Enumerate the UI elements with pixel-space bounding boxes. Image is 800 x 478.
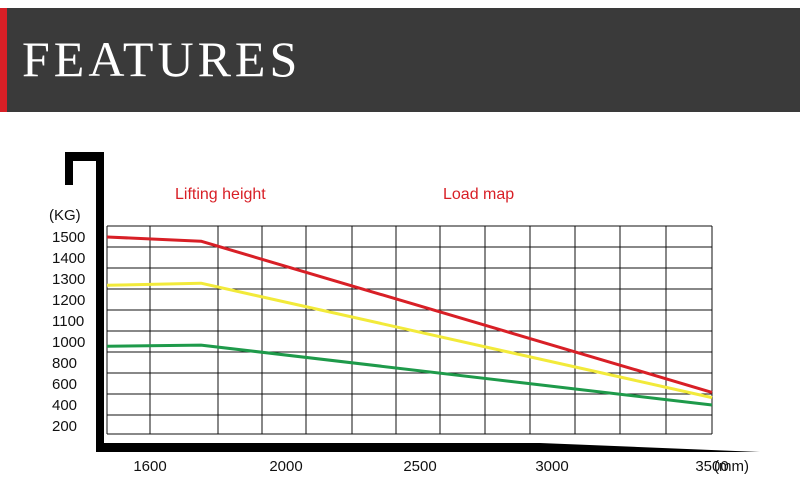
series-line-3 (106, 343, 713, 407)
chart-series (106, 235, 713, 407)
x-axis-label: (mm) (714, 458, 749, 475)
x-tick-label: 3500 (695, 458, 728, 475)
y-tick-label: 600 (52, 376, 77, 393)
y-tick-label: 1400 (52, 250, 85, 267)
frame-bracket (65, 152, 104, 446)
y-axis-label: (KG) (49, 207, 81, 224)
y-tick-label: 1200 (52, 292, 85, 309)
series-line-1 (106, 235, 713, 394)
chart-labels: 200 400 600 800 1000 1100 1200 1300 1400 1500 (KG)… (49, 186, 749, 475)
chart-annotation: Load map (443, 186, 514, 203)
chart-annotation: Lifting height (175, 186, 266, 203)
chart-frame (65, 152, 760, 452)
y-tick-label: 1300 (52, 271, 85, 288)
x-tick-label: 2500 (403, 458, 436, 475)
frame-baseline (96, 443, 760, 452)
banner-accent-bar (0, 8, 7, 112)
x-tick-label: 1600 (133, 458, 166, 475)
y-tick-label: 800 (52, 355, 77, 372)
x-tick-label: 2000 (269, 458, 302, 475)
series-line-2 (106, 281, 713, 400)
y-tick-label: 200 (52, 418, 77, 435)
y-tick-label: 1100 (52, 313, 84, 330)
x-tick-label: 3000 (535, 458, 568, 475)
header-banner: FEATURES (0, 8, 800, 112)
y-tick-label: 400 (52, 397, 77, 414)
y-tick-label: 1500 (52, 229, 85, 246)
page-title: FEATURES (22, 31, 302, 87)
y-tick-label: 1000 (52, 334, 85, 351)
